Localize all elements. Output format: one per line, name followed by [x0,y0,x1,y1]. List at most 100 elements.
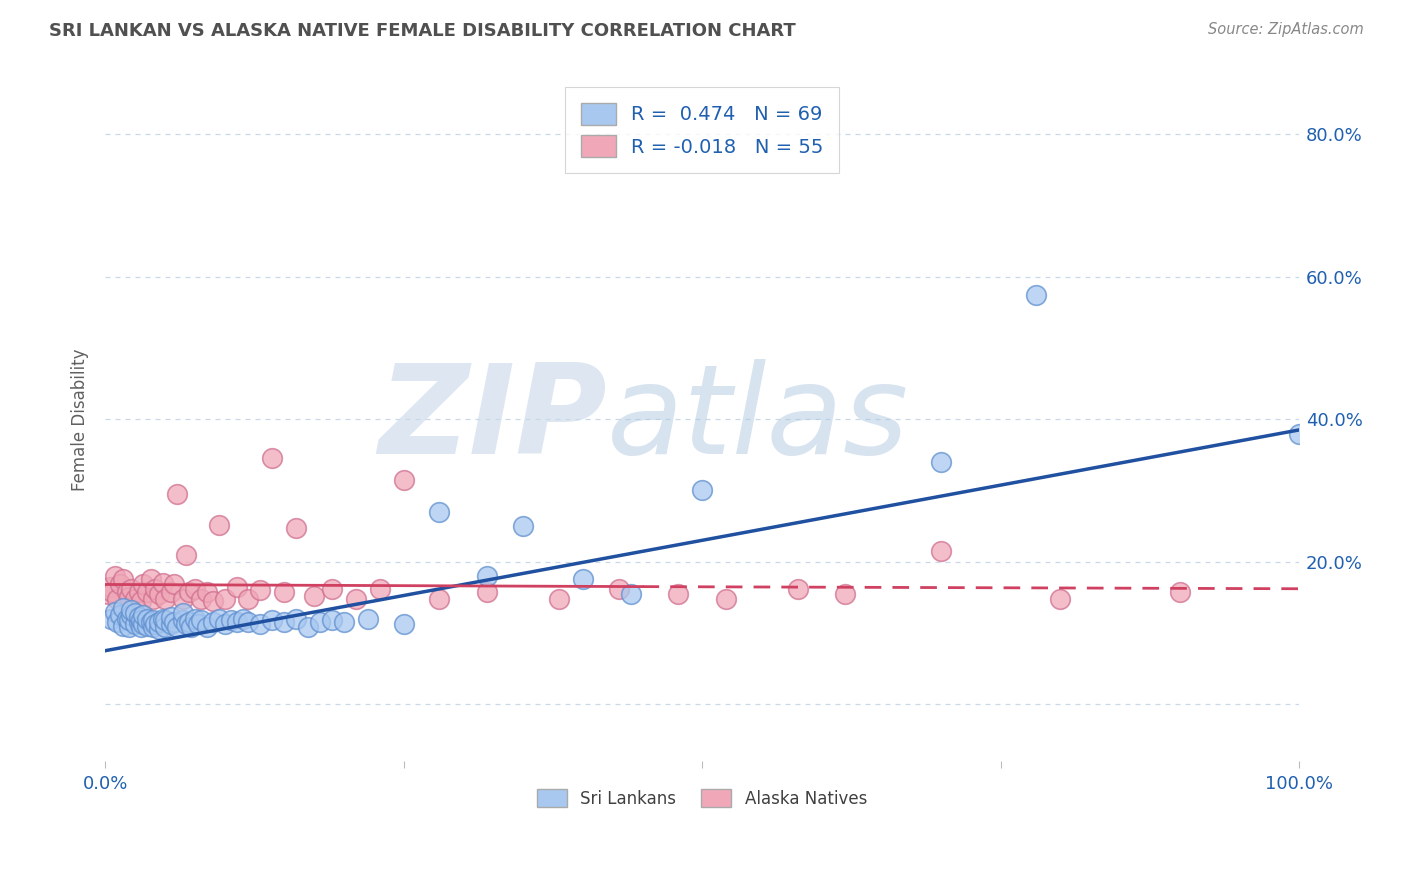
Text: ZIP: ZIP [378,359,606,480]
Point [136,584,159,599]
Point [143,617,166,632]
Point [690,483,713,498]
Point [195,584,218,599]
Point [184,582,207,596]
Point [101,584,124,599]
Point [207,612,229,626]
Point [148,623,170,637]
Point [129,594,152,608]
Point [132,577,155,591]
Point [225,615,247,630]
Point [118,620,141,634]
Point [124,606,146,620]
Point [249,583,271,598]
Point [163,577,186,591]
Point [172,591,194,606]
Point [297,620,319,634]
Point [153,591,176,606]
Point [786,582,808,596]
Point [176,617,198,632]
Point [357,612,380,626]
Point [607,582,630,596]
Point [666,587,689,601]
Point [112,619,135,633]
Point [112,601,135,615]
Point [344,591,367,606]
Point [132,608,155,623]
Point [207,517,229,532]
Point [166,487,188,501]
Point [148,615,170,630]
Point [160,584,183,599]
Point [139,573,162,587]
Point [1049,591,1071,606]
Point [273,584,295,599]
Point [129,620,152,634]
Point [262,451,284,466]
Point [429,505,451,519]
Point [195,620,218,634]
Point [238,615,260,630]
Point [302,589,325,603]
Point [201,615,224,630]
Point [368,582,391,596]
Point [249,617,271,632]
Point [142,591,165,606]
Point [214,617,236,632]
Point [118,591,141,605]
Point [128,584,150,599]
Point [219,613,242,627]
Point [238,591,260,606]
Point [121,608,143,623]
Point [177,584,200,599]
Point [571,573,593,587]
Point [105,591,128,606]
Point [177,615,200,630]
Point [477,584,499,599]
Point [128,610,150,624]
Point [273,615,295,630]
Point [142,613,165,627]
Point [108,608,131,623]
Point [201,594,224,608]
Point [100,612,122,626]
Point [262,613,284,627]
Point [285,612,308,626]
Point [142,620,165,634]
Point [321,613,343,627]
Point [152,612,174,626]
Point [1025,287,1047,301]
Point [619,587,641,601]
Point [477,569,499,583]
Point [160,617,183,632]
Point [115,612,138,626]
Point [121,582,143,596]
Point [187,617,209,632]
Point [333,615,356,630]
Point [1168,584,1191,599]
Point [231,612,253,626]
Point [124,591,146,606]
Point [1288,426,1310,441]
Point [190,613,212,627]
Point [108,577,131,591]
Point [285,520,308,534]
Point [124,617,146,632]
Point [97,587,120,601]
Text: atlas: atlas [606,359,908,480]
Point [128,615,150,630]
Point [714,591,737,606]
Point [153,613,176,627]
Point [929,544,952,558]
Point [172,606,194,620]
Point [180,620,202,634]
Point [132,617,155,632]
Point [105,615,128,630]
Point [184,612,207,626]
Point [112,573,135,587]
Point [321,582,343,596]
Point [148,587,170,601]
Point [225,580,247,594]
Point [172,613,194,627]
Point [152,576,174,591]
